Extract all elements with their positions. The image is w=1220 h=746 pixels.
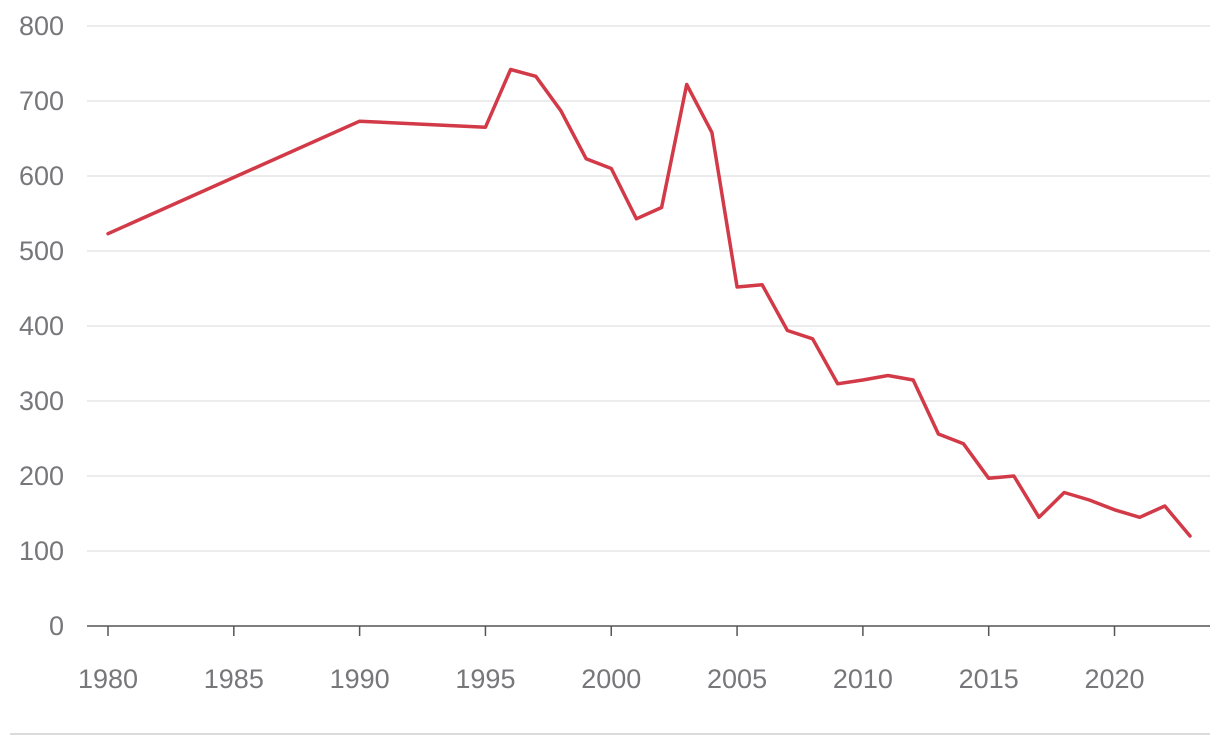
y-tick-label-300: 300 — [19, 386, 64, 416]
y-tick-label-200: 200 — [19, 461, 64, 491]
x-tick-label-1980: 1980 — [78, 664, 138, 694]
y-tick-label-800: 800 — [19, 11, 64, 41]
y-axis-tick-labels: 0 100 200 300 400 500 600 700 800 — [19, 11, 64, 641]
series-line-0 — [106, 67, 1192, 538]
y-tick-label-700: 700 — [19, 86, 64, 116]
x-tick-label-2005: 2005 — [707, 664, 767, 694]
y-tick-label-100: 100 — [19, 536, 64, 566]
x-tick-label-2015: 2015 — [959, 664, 1019, 694]
series-group — [106, 67, 1192, 538]
y-tick-label-0: 0 — [49, 611, 64, 641]
x-axis — [87, 625, 1210, 636]
y-tick-label-400: 400 — [19, 311, 64, 341]
x-axis-tick-labels: 1980 1985 1990 1995 2000 2005 2010 2015 2020 — [78, 664, 1145, 694]
x-tick-label-2010: 2010 — [833, 664, 893, 694]
x-tick-label-2000: 2000 — [581, 664, 641, 694]
x-tick-label-1990: 1990 — [330, 664, 390, 694]
y-tick-label-500: 500 — [19, 236, 64, 266]
x-tick-label-1995: 1995 — [455, 664, 515, 694]
y-tick-label-600: 600 — [19, 161, 64, 191]
x-tick-label-1985: 1985 — [204, 664, 264, 694]
gridlines — [87, 25, 1210, 552]
x-tick-label-2020: 2020 — [1084, 664, 1144, 694]
